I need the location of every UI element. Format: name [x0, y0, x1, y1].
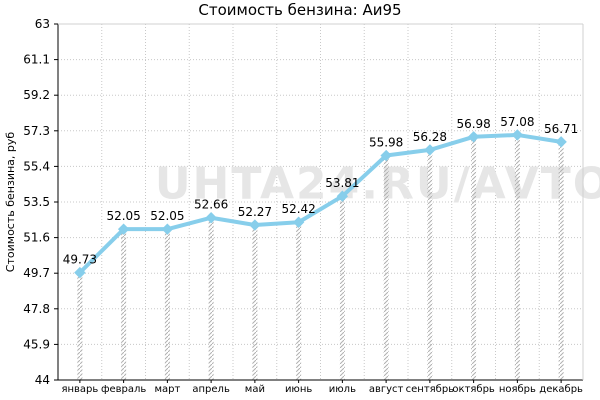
data-point	[161, 223, 174, 235]
data-label: 52.66	[194, 198, 228, 212]
drop-column	[471, 136, 477, 380]
watermark-text: UHTA24.RU/AVTO	[155, 158, 600, 209]
x-tick-label: декабрь	[539, 384, 583, 395]
y-tick-label: 57.3	[23, 124, 50, 138]
drop-column	[164, 229, 170, 380]
drop-column	[427, 149, 433, 380]
data-point	[74, 266, 86, 279]
drop-column	[558, 141, 564, 380]
drop-column	[514, 134, 520, 380]
data-point	[336, 190, 349, 202]
y-tick-label: 63	[35, 17, 50, 31]
drop-column	[121, 229, 127, 380]
y-tick-label: 45.9	[23, 337, 50, 351]
data-point	[380, 149, 392, 162]
x-tick-label: октябрь	[452, 384, 495, 395]
data-label: 56.98	[456, 117, 490, 131]
y-tick-label: 51.6	[23, 231, 50, 245]
x-tick-label: ноябрь	[499, 384, 536, 395]
x-tick-label: май	[245, 384, 265, 395]
data-label: 53.81	[325, 176, 359, 190]
chart-title: Стоимость бензина: Аи95	[198, 1, 402, 19]
y-tick-label: 59.2	[23, 88, 50, 102]
drop-column	[208, 217, 214, 380]
data-label: 56.71	[544, 122, 578, 136]
drop-column	[383, 155, 389, 380]
data-point	[424, 144, 436, 156]
y-tick-label: 53.5	[23, 195, 50, 209]
data-label: 52.05	[106, 209, 140, 223]
data-point	[249, 219, 261, 231]
series-line	[77, 132, 564, 275]
data-label: 55.98	[369, 136, 403, 150]
data-point	[511, 129, 524, 141]
data-label: 52.27	[238, 205, 272, 219]
data-point	[555, 136, 567, 148]
data-label: 57.08	[500, 115, 534, 129]
y-tick-label: 49.7	[23, 266, 50, 280]
y-tick-label: 55.4	[23, 159, 50, 173]
drop-column	[339, 196, 345, 380]
drop-column	[252, 225, 258, 380]
drop-column	[77, 272, 83, 380]
y-tick-label: 44	[35, 373, 50, 387]
drop-column	[296, 222, 302, 380]
x-tick-label: февраль	[101, 384, 146, 395]
data-label: 49.73	[63, 253, 97, 267]
x-tick-label: сентябрь	[406, 384, 455, 395]
x-tick-label: март	[154, 384, 180, 395]
data-label: 52.42	[281, 202, 315, 216]
x-tick-label: январь	[61, 384, 98, 395]
data-point	[205, 212, 217, 224]
x-tick-label: июль	[329, 384, 356, 395]
x-tick-label: апрель	[192, 384, 230, 395]
data-label: 52.05	[150, 209, 184, 223]
data-label: 56.28	[413, 130, 447, 144]
y-axis-label: Стоимость бензина, руб	[4, 132, 17, 273]
data-point	[292, 216, 305, 228]
y-tick-label: 47.8	[23, 302, 50, 316]
y-tick-label: 61.1	[23, 53, 50, 67]
data-point	[467, 131, 480, 143]
x-tick-label: июнь	[285, 384, 312, 395]
x-tick-label: август	[369, 384, 404, 395]
data-point	[117, 223, 130, 235]
